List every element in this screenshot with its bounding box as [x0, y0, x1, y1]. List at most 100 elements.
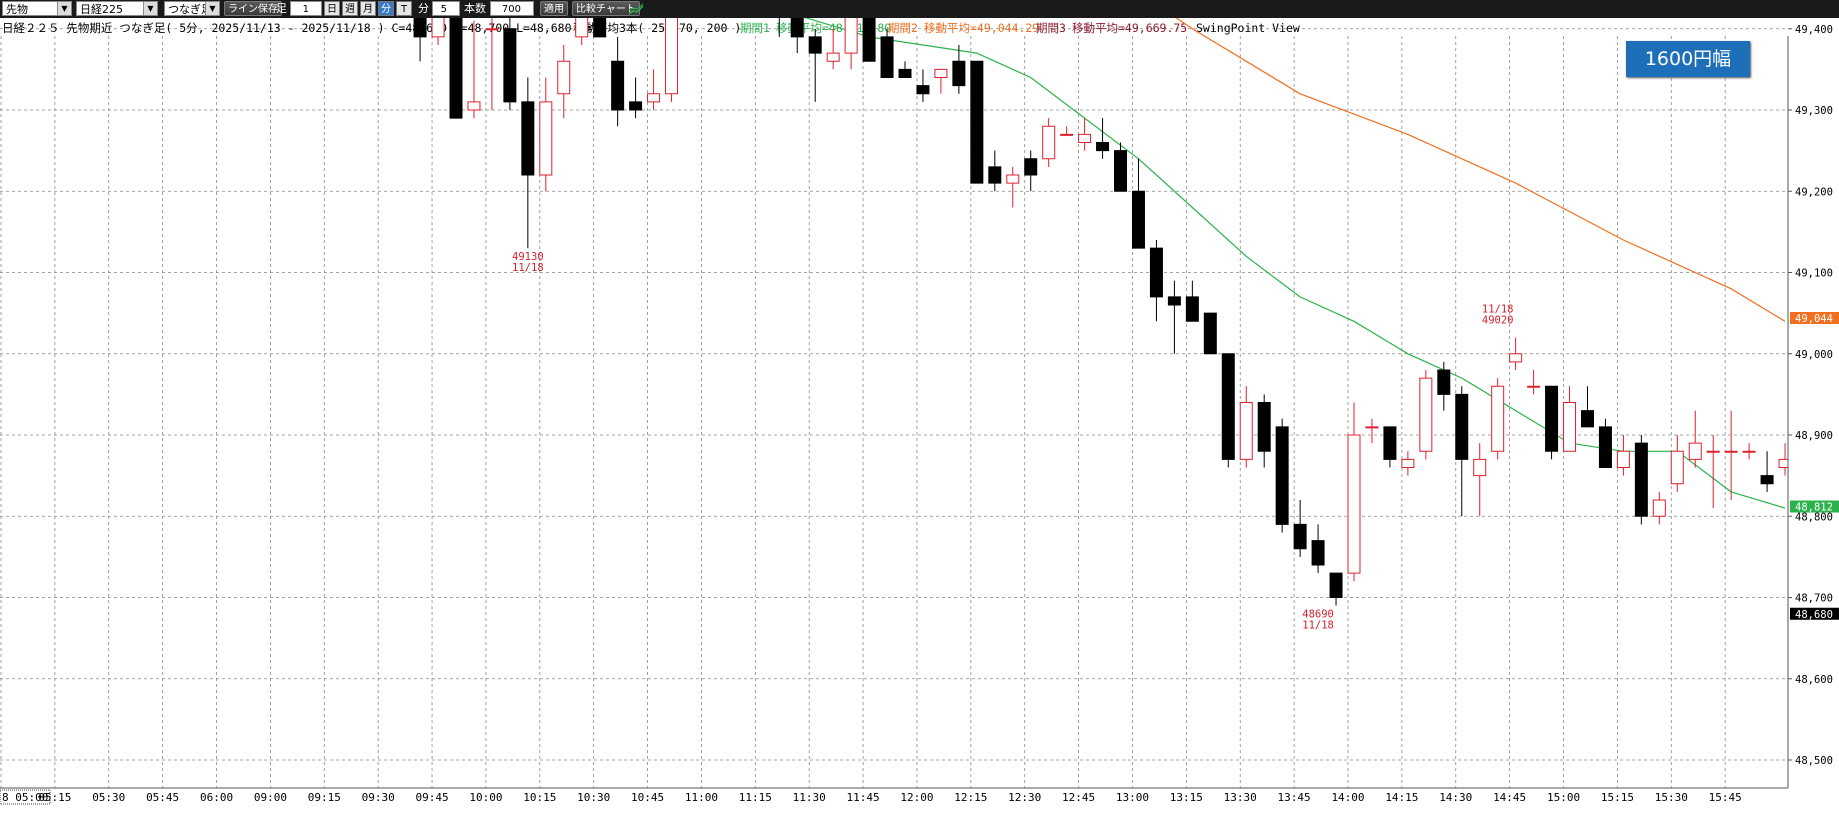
day-button[interactable]: 日 [324, 1, 340, 16]
last-price-label: 48,680 [1795, 609, 1833, 621]
candle-body [952, 60, 966, 87]
x-tick-label: 12:45 [1062, 791, 1095, 804]
candle [1221, 353, 1235, 468]
candle [952, 45, 966, 94]
candle [1185, 280, 1199, 322]
axes: 50,00049,90049,80049,70049,60049,50049,4… [0, 18, 1839, 815]
apply-button[interactable]: 適用 [540, 1, 568, 16]
candle-body [539, 101, 553, 176]
candle [1616, 435, 1630, 476]
candle-body [1131, 190, 1145, 249]
candle [1024, 150, 1038, 192]
candle-body [988, 166, 1002, 184]
candle-body [916, 85, 930, 95]
candle [557, 45, 571, 119]
swing-label: 48690 [1302, 609, 1334, 621]
candle-body [1185, 296, 1199, 322]
symbol-select[interactable]: 日経225 ▼ [76, 1, 158, 16]
candle [521, 77, 535, 249]
candle [1078, 118, 1092, 151]
range-badge: 1600円幅 [1626, 41, 1750, 77]
x-tick-label: 05:15 [38, 791, 71, 804]
x-tick-label: 12:00 [900, 791, 933, 804]
y-tick-label: 48,500 [1795, 755, 1833, 767]
month-button[interactable]: 月 [360, 1, 376, 16]
x-tick-label: 14:45 [1493, 791, 1526, 804]
x-tick-label: 06:00 [200, 791, 233, 804]
x-tick-label: 10:00 [469, 791, 502, 804]
candle-body [1652, 499, 1666, 517]
candle [665, 18, 679, 102]
candle [1688, 410, 1702, 468]
week-button[interactable]: 週 [342, 1, 358, 16]
period2-value: 移動平均=49,044.29 [924, 21, 1039, 35]
candle-body [431, 18, 445, 38]
tick-button[interactable]: T [396, 1, 412, 16]
x-tick-label: 09:30 [362, 791, 395, 804]
grid [0, 28, 1788, 788]
foot-label: 足 [276, 2, 287, 15]
candle [1634, 435, 1648, 525]
candle-body [503, 28, 517, 103]
x-tick-label: 14:15 [1385, 791, 1418, 804]
y-tick-label: 49,000 [1795, 349, 1833, 361]
candle [1311, 524, 1325, 574]
candle-body [1239, 402, 1253, 460]
candle-body [1365, 426, 1379, 429]
last-price-label: 48,812 [1795, 502, 1833, 514]
candle-body [1760, 475, 1774, 485]
price-chart[interactable]: 日経２２５ 先物期近 つなぎ足( 5分, 2025/11/13 - 2025/1… [0, 18, 1839, 815]
interval-input[interactable]: 1 [290, 1, 322, 16]
candle-body [1634, 442, 1648, 517]
market-select-value: 先物 [6, 3, 28, 16]
candle [988, 150, 1002, 192]
candle [575, 18, 589, 45]
candle [1329, 572, 1343, 606]
candle [1383, 426, 1397, 468]
x-tick-label: 13:45 [1278, 791, 1311, 804]
x-tick-label: 11:30 [793, 791, 826, 804]
save-line-button[interactable]: ライン保存 [224, 1, 282, 16]
candle [1275, 418, 1289, 533]
x-tick-label: 05:45 [146, 791, 179, 804]
candle [1401, 451, 1415, 476]
candle [1042, 118, 1056, 167]
candle [1239, 386, 1253, 468]
count-input[interactable]: 700 [490, 1, 534, 16]
minute-button[interactable]: 分 [378, 1, 394, 16]
candle-body [593, 18, 607, 38]
period1-label: 期間1 [740, 21, 770, 35]
candle [1527, 370, 1541, 395]
y-tick-label: 48,900 [1795, 430, 1833, 442]
candle [1598, 418, 1612, 468]
candle-body [1724, 450, 1738, 453]
compare-chart-button[interactable]: 比較チャート [572, 1, 640, 16]
candle [1491, 378, 1505, 460]
x-tick-label: 05:30 [92, 791, 125, 804]
x-tick-label: 10:45 [631, 791, 664, 804]
period3-label: 期間3 [1036, 21, 1066, 35]
candle [1580, 386, 1594, 428]
chart-type-select[interactable]: つなぎ足 ▼ [164, 1, 220, 16]
candle [1257, 394, 1271, 468]
candle-body [629, 101, 643, 111]
candle [1203, 312, 1217, 355]
candle [485, 18, 499, 110]
period2-label: 期間2 [888, 21, 918, 35]
minutes-input[interactable]: 5 [432, 1, 460, 16]
candle [1419, 370, 1433, 460]
x-tick-label: 11:15 [739, 791, 772, 804]
x-tick-label: 10:30 [577, 791, 610, 804]
candle-body [1473, 458, 1487, 477]
y-tick-label: 48,800 [1795, 511, 1833, 523]
candle-body [934, 68, 948, 78]
candle-body [647, 93, 661, 103]
candle [1437, 361, 1451, 411]
candle [413, 18, 427, 62]
ma-line-2 [1175, 18, 1786, 322]
candle [1509, 337, 1523, 370]
x-tick-label: 11:45 [847, 791, 880, 804]
chart-lines-icon[interactable] [628, 2, 644, 17]
market-select[interactable]: 先物 ▼ [2, 1, 72, 16]
candle-body [880, 36, 894, 78]
